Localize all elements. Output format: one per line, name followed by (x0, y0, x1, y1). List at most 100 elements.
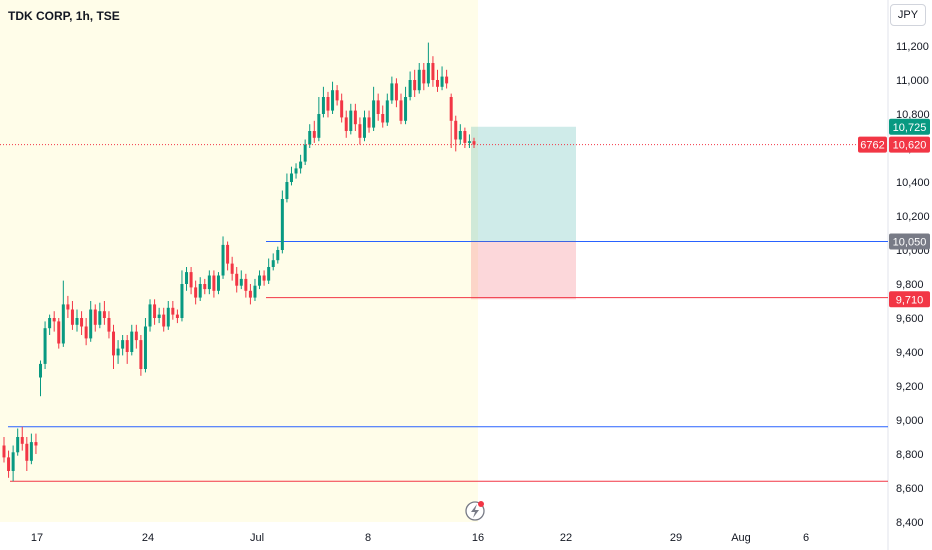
price-tag: 10,050 (889, 233, 930, 250)
candle-body (180, 284, 184, 318)
candle-body (185, 272, 189, 284)
candle-body (107, 318, 111, 332)
candle-body (212, 275, 216, 291)
candle-body (299, 161, 303, 169)
candle-body (385, 100, 389, 123)
candle-body (25, 443, 29, 461)
x-tick-label: 17 (31, 532, 43, 544)
candle-body (312, 131, 316, 138)
x-tick-label: Jul (250, 532, 264, 544)
candle-body (230, 263, 234, 274)
candle-body (139, 340, 143, 369)
candle-body (80, 318, 84, 327)
y-tick-label: 8,600 (896, 483, 924, 495)
svg-text:10,050: 10,050 (893, 237, 927, 249)
candle-body (244, 278, 248, 291)
x-tick-label: 24 (142, 532, 154, 544)
candle-body (431, 63, 435, 80)
candle-body (454, 120, 458, 140)
candle-body (258, 275, 262, 286)
candle-body (289, 173, 293, 182)
profit-zone[interactable] (471, 126, 576, 242)
candle-body (422, 69, 426, 84)
svg-text:9,710: 9,710 (896, 294, 924, 306)
x-tick-label: 8 (365, 532, 371, 544)
price-tag: 10,620 6762 (858, 136, 930, 153)
candle-body (171, 307, 175, 315)
y-tick-label: 9,600 (896, 313, 924, 325)
candles (2, 42, 476, 482)
candle-body (467, 141, 471, 143)
long-position-tool[interactable] (471, 126, 576, 300)
candle-body (112, 331, 116, 356)
candle-body (285, 182, 289, 199)
x-axis[interactable]: 17 24 Jul 8 16 22 29 Aug 6 (31, 532, 809, 544)
candle-body (381, 114, 385, 123)
y-tick-label: 9,200 (896, 381, 924, 393)
candle-body (102, 311, 106, 318)
candle-body (84, 326, 88, 339)
candle-body (20, 437, 24, 444)
candle-body (153, 304, 157, 318)
y-tick-label: 10,800 (896, 109, 930, 121)
candle-body (340, 100, 344, 118)
candle-body (162, 314, 166, 327)
candle-body (399, 100, 403, 121)
candle-body (175, 314, 179, 318)
candle-body (43, 328, 47, 364)
candle-body (194, 287, 198, 298)
candle-body (121, 340, 125, 349)
candle-body (29, 442, 33, 461)
y-tick-label: 9,000 (896, 415, 924, 427)
candle-body (417, 69, 421, 91)
x-tick-label: 16 (472, 532, 484, 544)
price-tags: 10,725 10,620 6762 10,050 9,710 (858, 118, 930, 308)
candle-body (294, 168, 298, 174)
lightning-replay-icon[interactable] (465, 501, 485, 521)
candle-body (353, 110, 357, 125)
price-tag: 9,710 (889, 291, 930, 308)
y-axis[interactable]: 8,400 8,600 8,800 9,000 9,200 9,400 9,600 9,800… (896, 41, 930, 529)
candle-body (34, 442, 38, 446)
candle-body (331, 90, 335, 111)
x-tick-label: 6 (803, 532, 809, 544)
horizontal-lines[interactable] (8, 241, 888, 482)
candle-body (472, 141, 476, 145)
candle-body (253, 285, 257, 298)
candle-body (303, 144, 307, 162)
candle-body (449, 97, 453, 121)
candle-body (408, 80, 412, 97)
candle-body (143, 326, 147, 369)
candle-body (349, 110, 353, 131)
loss-zone[interactable] (471, 241, 576, 300)
candle-body (125, 340, 129, 352)
candle-body (75, 318, 79, 325)
candle-body (248, 290, 252, 298)
candle-body (308, 131, 312, 145)
candle-body (166, 307, 170, 327)
y-tick-label: 8,400 (896, 517, 924, 529)
price-tag: 10,725 (889, 118, 930, 135)
candle-body (61, 304, 65, 344)
currency-button[interactable]: JPY (890, 4, 926, 26)
candle-body (458, 131, 462, 140)
svg-text:10,725: 10,725 (893, 122, 927, 134)
candle-body (57, 321, 61, 344)
candle-body (235, 273, 239, 286)
candle-body (276, 250, 280, 261)
candle-body (52, 318, 56, 322)
candle-body (157, 314, 161, 318)
candle-body (376, 100, 380, 114)
candle-body (280, 199, 284, 250)
candle-body (463, 131, 467, 143)
candle-body (344, 117, 348, 131)
candle-body (335, 90, 339, 101)
candle-body (435, 80, 439, 87)
y-tick-label: 9,800 (896, 279, 924, 291)
candle-body (39, 363, 43, 378)
candle-body (66, 304, 70, 310)
candle-body (134, 331, 138, 341)
candle-body (70, 309, 74, 325)
